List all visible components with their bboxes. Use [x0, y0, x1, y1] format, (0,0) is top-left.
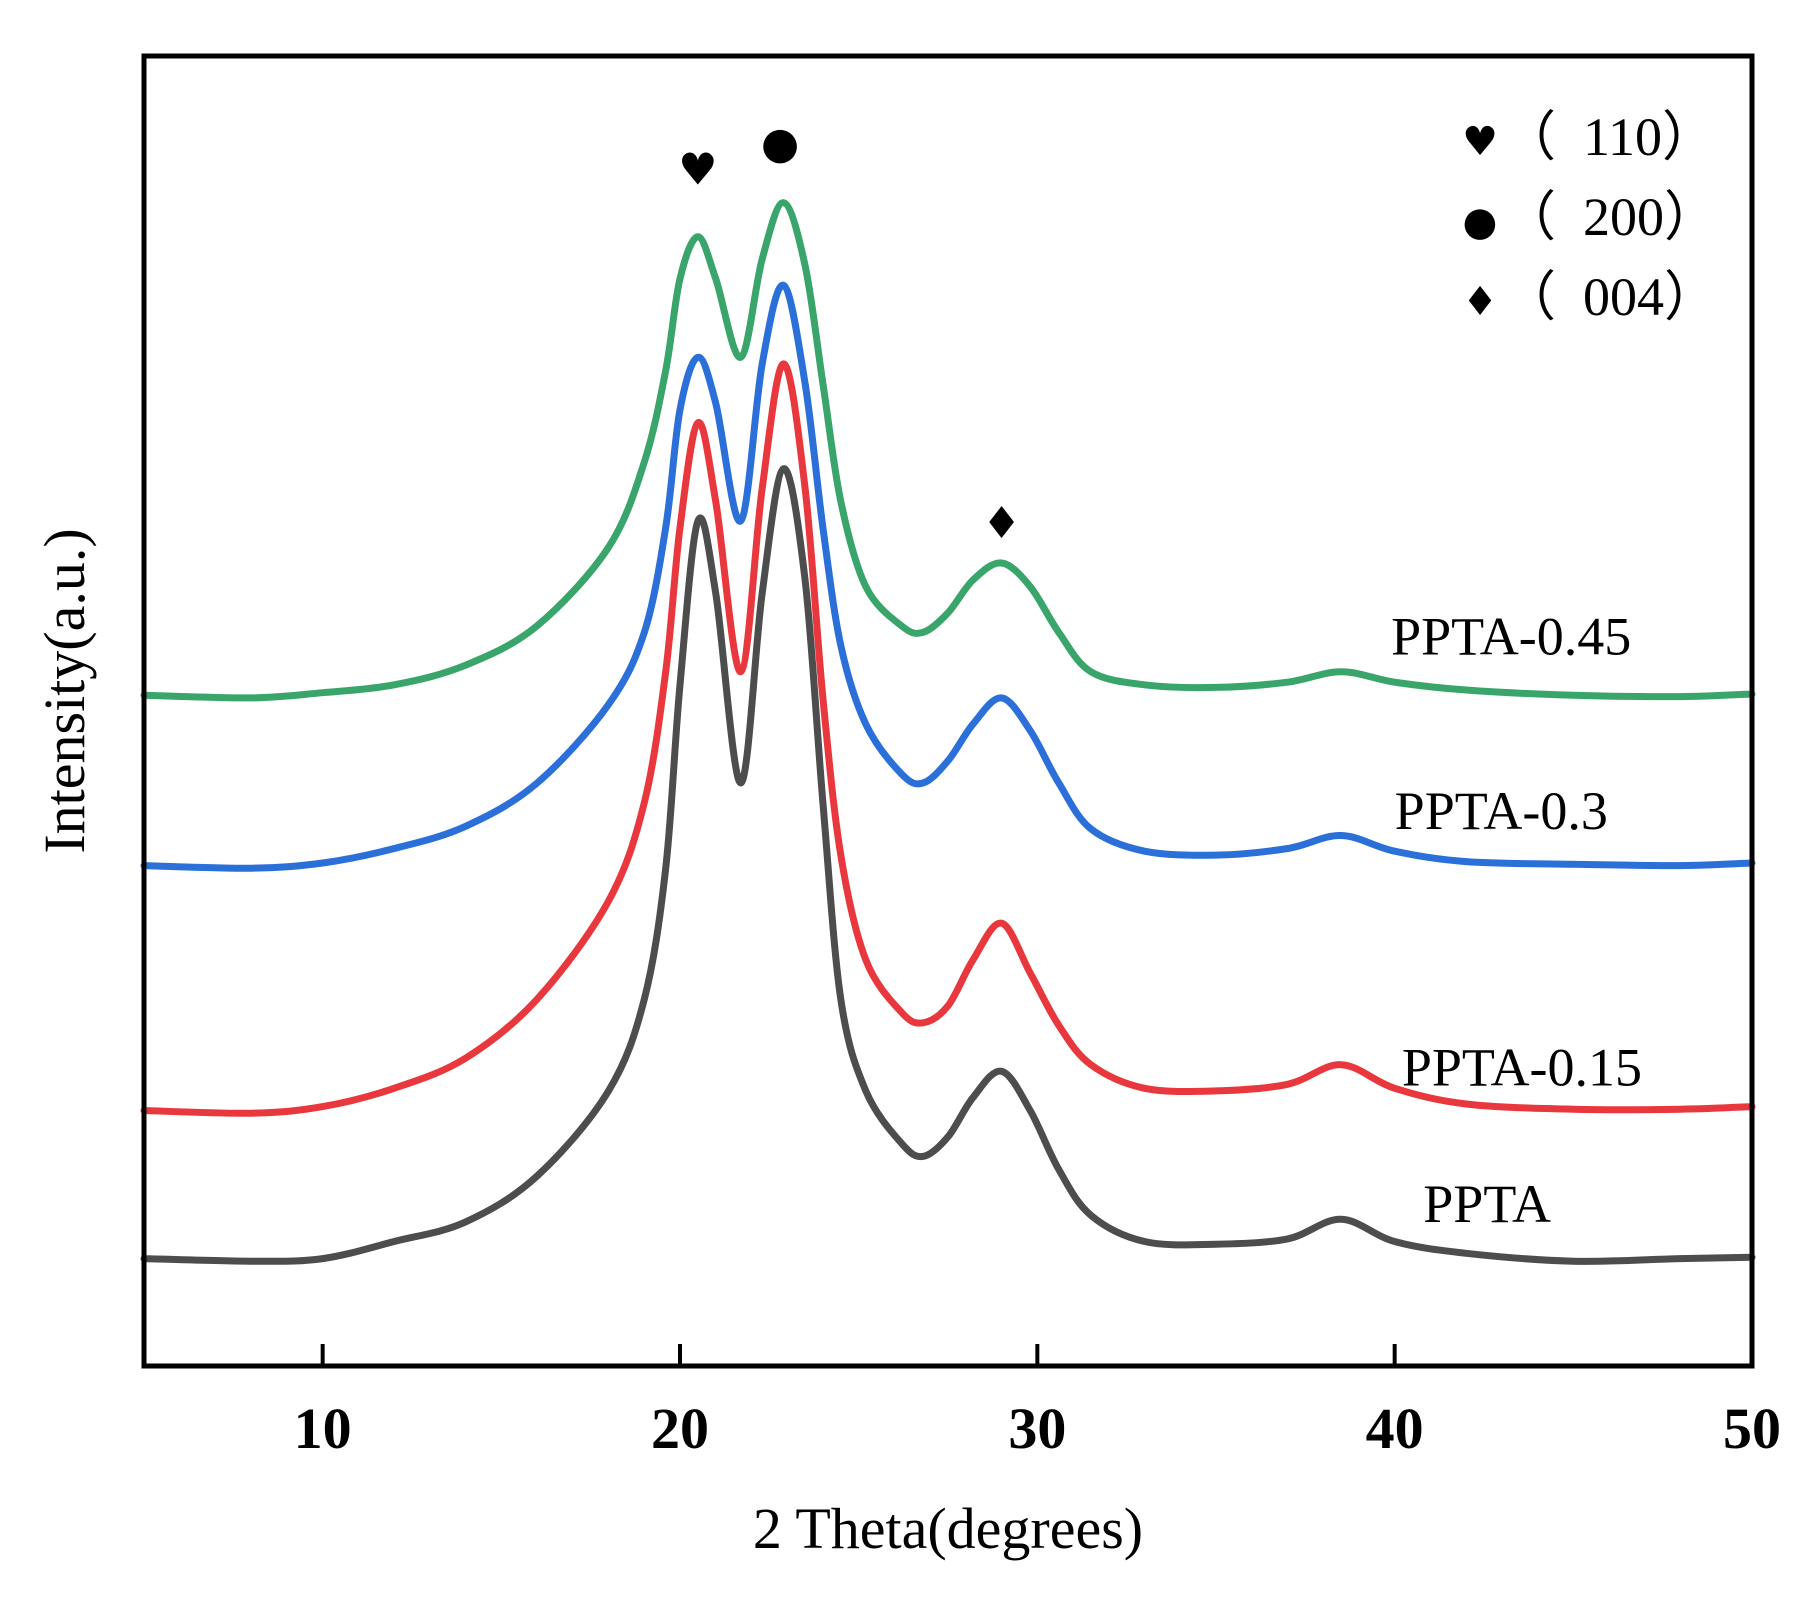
peak-marker-2: ♦ — [982, 498, 1021, 549]
x-tick-label-40: 40 — [1366, 1396, 1424, 1461]
legend-label-2: （ 004） — [1502, 267, 1718, 327]
x-axis: 10 20 30 40 50 — [294, 1344, 1781, 1461]
legend-label-1: （ 200） — [1502, 187, 1718, 247]
series-line-ppta-0-15 — [140, 360, 1756, 1117]
x-tick-label-20: 20 — [651, 1396, 709, 1461]
x-tick-label-50: 50 — [1723, 1396, 1781, 1461]
legend-symbol-2: ♦ — [1462, 279, 1498, 325]
series-layer — [140, 199, 1756, 1265]
peak-marker-0: ♥ — [678, 144, 717, 195]
series-labels: PPTA PPTA-0.15 PPTA-0.3 PPTA-0.45 — [1391, 607, 1642, 1234]
series-label-ppta-0-15: PPTA-0.15 — [1402, 1038, 1642, 1098]
plot-frame — [141, 53, 1755, 1369]
y-axis-title: Intensity(a.u.) — [32, 528, 97, 853]
x-tick-label-10: 10 — [294, 1396, 352, 1461]
legend-label-0: （ 110） — [1502, 107, 1716, 167]
series-label-ppta: PPTA — [1423, 1174, 1551, 1234]
legend: ♥ （ 110）● （ 200）♦ （ 004） — [1462, 107, 1718, 327]
legend-symbol-1: ● — [1463, 199, 1498, 245]
series-label-ppta-0-45: PPTA-0.45 — [1391, 607, 1631, 667]
x-tick-label-30: 30 — [1008, 1396, 1066, 1461]
series-label-ppta-0-3: PPTA-0.3 — [1395, 781, 1608, 841]
series-line-ppta-0-3 — [140, 281, 1756, 872]
series-line-ppta-0-45 — [140, 199, 1756, 702]
legend-symbol-0: ♥ — [1462, 119, 1498, 165]
series-line-ppta — [140, 465, 1756, 1265]
peak-marker-1: ● — [761, 118, 799, 169]
x-axis-title: 2 Theta(degrees) — [753, 1496, 1143, 1561]
peak-markers: ♥ ● ♦ — [678, 118, 1021, 549]
